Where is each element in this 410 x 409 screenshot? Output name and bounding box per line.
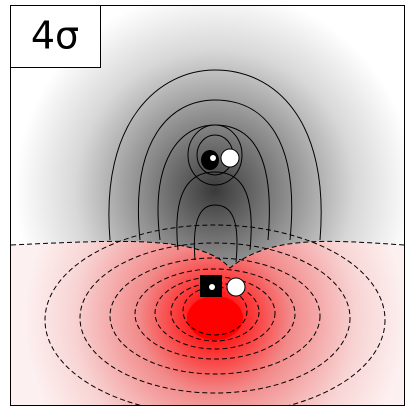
frame <box>10 5 405 406</box>
label-box <box>10 5 101 68</box>
orbital-label: 4σ <box>31 14 79 58</box>
plot-area <box>11 6 404 405</box>
